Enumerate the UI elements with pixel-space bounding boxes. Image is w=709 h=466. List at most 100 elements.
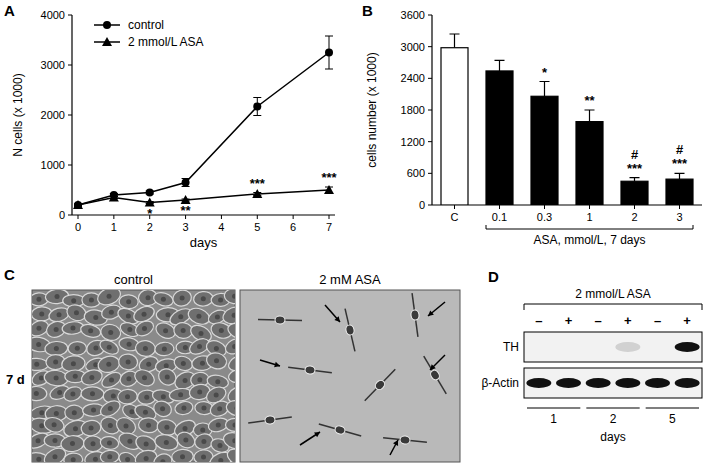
row-label: 7 d bbox=[6, 372, 25, 387]
nucleus bbox=[215, 379, 220, 384]
cell bbox=[43, 415, 66, 434]
nucleus bbox=[108, 423, 113, 428]
nucleus bbox=[93, 315, 98, 320]
nucleus bbox=[73, 426, 78, 431]
cell bbox=[205, 351, 229, 371]
micrograph bbox=[25, 284, 253, 466]
nucleus bbox=[126, 376, 131, 381]
day-bracket bbox=[527, 407, 580, 408]
nucleus bbox=[164, 440, 169, 445]
image-label: control bbox=[114, 272, 153, 287]
x-tick-label: 3 bbox=[183, 221, 189, 233]
y-tick bbox=[428, 15, 432, 16]
y-tick-label: 3000 bbox=[401, 41, 425, 53]
nucleus bbox=[146, 423, 151, 428]
x-tick-label: 5 bbox=[254, 221, 260, 233]
marker bbox=[182, 179, 190, 187]
nucleus bbox=[34, 391, 39, 396]
bar bbox=[531, 96, 558, 205]
nucleus bbox=[93, 362, 98, 367]
marker bbox=[146, 189, 154, 197]
neurite bbox=[424, 356, 447, 394]
nucleus bbox=[142, 312, 147, 317]
y-tick-label: 1000 bbox=[41, 159, 65, 171]
x-tick bbox=[499, 205, 500, 209]
nucleus bbox=[107, 294, 112, 299]
cell bbox=[221, 430, 235, 452]
cell bbox=[171, 449, 193, 462]
lane-sign: + bbox=[624, 313, 632, 328]
cell bbox=[171, 290, 193, 308]
cell bbox=[174, 429, 197, 451]
nucleus bbox=[200, 361, 205, 366]
cell bbox=[151, 398, 173, 419]
nucleus bbox=[54, 376, 59, 381]
x-tick bbox=[78, 215, 79, 219]
arrow bbox=[430, 355, 445, 370]
nucleus bbox=[73, 374, 78, 379]
cell bbox=[420, 354, 449, 396]
cell bbox=[228, 368, 235, 384]
cell bbox=[100, 449, 120, 462]
nucleus bbox=[36, 297, 41, 302]
image-label: 2 mM ASA bbox=[319, 272, 381, 287]
marker bbox=[253, 103, 261, 111]
y-tick bbox=[428, 141, 432, 142]
nucleus bbox=[142, 375, 147, 380]
x-tick bbox=[293, 215, 294, 219]
nucleus bbox=[90, 391, 95, 396]
cell bbox=[248, 413, 293, 427]
nucleus bbox=[52, 454, 57, 459]
cell bbox=[225, 446, 235, 462]
nucleus bbox=[70, 326, 75, 331]
nucleus bbox=[71, 457, 76, 462]
nucleus bbox=[218, 297, 223, 302]
y-tick-label: 600 bbox=[407, 167, 425, 179]
cell bbox=[98, 337, 121, 357]
y-tick-label: 3000 bbox=[41, 59, 65, 71]
nucleus bbox=[201, 296, 206, 301]
cell bbox=[341, 308, 359, 353]
y-tick-label: 3600 bbox=[401, 9, 425, 21]
cell bbox=[152, 290, 175, 308]
nucleus bbox=[127, 327, 132, 332]
day-label: 2 bbox=[610, 412, 617, 426]
arrow bbox=[325, 305, 340, 322]
annotation: # bbox=[631, 147, 639, 162]
annotation: * bbox=[542, 65, 548, 80]
nucleus bbox=[180, 454, 185, 459]
day-bracket bbox=[586, 407, 639, 408]
x-tick bbox=[634, 205, 635, 209]
nucleus bbox=[201, 455, 206, 460]
nucleus bbox=[165, 375, 170, 380]
cell bbox=[258, 315, 302, 324]
panel-label: B bbox=[362, 2, 373, 19]
arrow-head bbox=[428, 310, 434, 316]
x-tick-label: 0.1 bbox=[492, 211, 507, 223]
arrow-head bbox=[314, 432, 320, 437]
y-tick bbox=[68, 15, 72, 16]
panel-label: C bbox=[4, 266, 15, 283]
nucleus bbox=[106, 362, 111, 367]
nucleus bbox=[196, 314, 201, 319]
y-tick-label: 1800 bbox=[401, 104, 425, 116]
cells bbox=[32, 290, 235, 462]
nucleus bbox=[107, 440, 112, 445]
annotation: ** bbox=[584, 93, 595, 108]
cell bbox=[45, 341, 68, 356]
cell bbox=[65, 302, 89, 323]
nucleus bbox=[129, 409, 134, 414]
y-tick-label: 2400 bbox=[401, 72, 425, 84]
nucleus bbox=[183, 378, 188, 383]
arrow-head bbox=[393, 440, 398, 446]
lane-sign: – bbox=[595, 313, 602, 328]
x-tick-label: 7 bbox=[326, 221, 332, 233]
y-tick-label: 0 bbox=[419, 199, 425, 211]
x-tick bbox=[544, 205, 545, 209]
image-frame bbox=[240, 290, 460, 462]
legend-marker bbox=[102, 37, 112, 46]
arrow-head bbox=[274, 362, 280, 368]
cell bbox=[80, 368, 104, 388]
nucleus bbox=[217, 443, 222, 448]
cells bbox=[248, 293, 450, 455]
